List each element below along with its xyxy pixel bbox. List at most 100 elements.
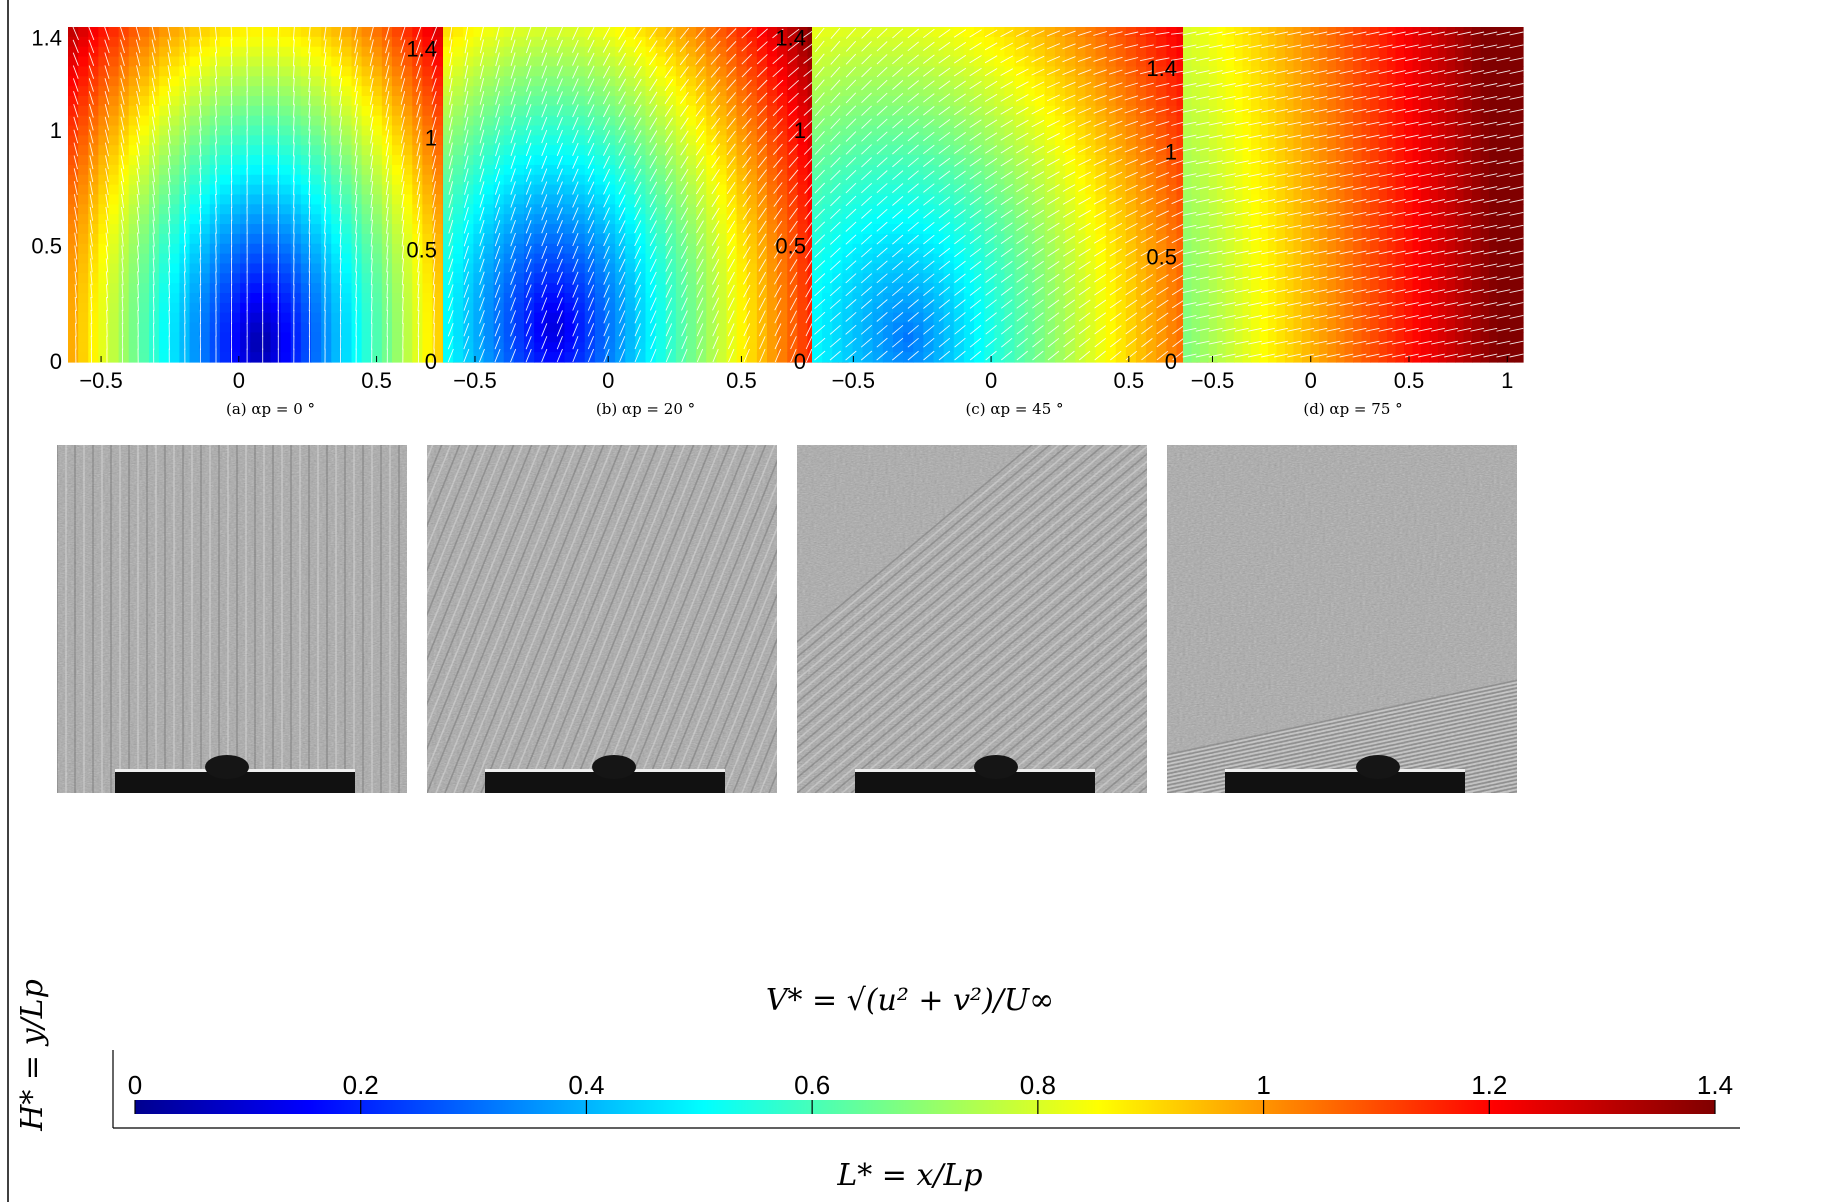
- heat-cell: [300, 243, 312, 255]
- heat-cell: [756, 174, 768, 186]
- heat-cell: [159, 76, 170, 87]
- vector-arrow: [104, 52, 110, 67]
- heat-cell: [812, 125, 823, 136]
- heat-cell: [422, 184, 434, 196]
- heat-cell: [513, 342, 525, 353]
- vector-arrow: [695, 143, 705, 156]
- heat-cell: [189, 115, 201, 127]
- heat-cell: [842, 66, 854, 77]
- heat-cell: [513, 86, 525, 97]
- heat-cell: [270, 105, 282, 117]
- heat-cell: [822, 204, 833, 215]
- heat-cell: [746, 36, 758, 48]
- heat-cell: [594, 105, 606, 117]
- heat-cell: [321, 263, 332, 274]
- vector-arrow: [711, 207, 720, 221]
- heat-cell: [341, 125, 353, 136]
- heat-cell: [1065, 155, 1076, 166]
- heat-cell: [1004, 273, 1016, 284]
- heat-cell: [250, 273, 261, 284]
- heat-cell: [574, 184, 586, 196]
- heat-cell: [726, 302, 738, 314]
- heat-cell: [645, 293, 657, 304]
- heat-cell: [351, 145, 363, 156]
- heat-cell: [574, 95, 586, 107]
- vector-arrow: [168, 219, 171, 234]
- vector-arrow: [152, 309, 155, 324]
- heat-cell: [1014, 273, 1026, 284]
- heat-cell: [250, 233, 261, 245]
- vector-arrow: [230, 26, 233, 41]
- heat-cell: [250, 164, 261, 176]
- heat-cell: [594, 76, 606, 87]
- heat-cell: [974, 135, 985, 146]
- heat-cell: [893, 115, 904, 127]
- heat-cell: [842, 194, 854, 205]
- vector-arrow: [152, 206, 155, 221]
- heat-cell: [832, 243, 843, 255]
- heat-cell: [605, 164, 616, 176]
- heat-cell: [893, 184, 904, 196]
- vector-arrow: [541, 297, 548, 311]
- heat-cell: [862, 115, 874, 127]
- heat-cell: [422, 135, 434, 146]
- heat-cell: [341, 56, 353, 68]
- heat-cell: [913, 283, 924, 294]
- heat-cell: [88, 293, 99, 304]
- heat-cell: [686, 125, 697, 136]
- heat-cell: [777, 194, 788, 205]
- heatmap-panel-2: −0.5 0 0.500.511.4(c) αp = 45 °: [775, 26, 1218, 418]
- heat-cell: [544, 125, 555, 136]
- heat-cell: [787, 233, 798, 245]
- heat-cell: [574, 125, 586, 136]
- vector-arrow: [152, 142, 156, 157]
- heat-cell: [564, 263, 576, 274]
- heat-cell: [219, 194, 231, 205]
- heat-cell: [493, 253, 505, 265]
- heat-cell: [746, 352, 758, 363]
- heat-cell: [544, 36, 555, 48]
- heat-cell: [736, 135, 748, 146]
- heat-cell: [88, 184, 99, 196]
- heat-cell: [311, 322, 322, 334]
- heat-cell: [1004, 204, 1016, 215]
- vector-arrow: [199, 116, 202, 131]
- heat-cell: [534, 56, 545, 68]
- heat-cell: [564, 243, 576, 255]
- vector-arrow: [385, 193, 389, 208]
- y-tick-label: 0: [50, 349, 62, 374]
- heat-cell: [625, 86, 636, 97]
- vector-arrow: [89, 142, 94, 157]
- heat-cell: [665, 174, 677, 186]
- heat-cell: [1024, 145, 1036, 156]
- heat-cell: [716, 233, 728, 245]
- vector-arrow: [105, 181, 109, 195]
- heat-cell: [812, 164, 823, 176]
- vector-arrow: [120, 181, 125, 196]
- heat-cell: [862, 273, 874, 284]
- heat-cell: [797, 243, 809, 255]
- heat-cell: [118, 95, 130, 107]
- heat-cell: [199, 46, 211, 58]
- vector-arrow: [773, 259, 782, 272]
- heat-cell: [974, 204, 985, 215]
- vector-arrow: [120, 78, 125, 92]
- heat-cell: [149, 66, 160, 77]
- heat-cell: [240, 76, 251, 87]
- heat-cell: [1034, 105, 1046, 117]
- vector-arrow: [354, 129, 358, 144]
- vector-arrow: [120, 65, 125, 79]
- heat-cell: [321, 184, 332, 196]
- heat-cell: [341, 194, 353, 205]
- vector-arrow: [168, 193, 171, 208]
- heat-cell: [88, 66, 99, 77]
- heat-cell: [78, 214, 89, 225]
- heat-cell: [635, 312, 647, 324]
- vector-arrow: [479, 52, 485, 67]
- heat-cell: [696, 86, 707, 97]
- vector-arrow: [618, 130, 626, 143]
- heat-cell: [933, 273, 945, 284]
- heat-cell: [1004, 135, 1016, 146]
- vector-arrow: [292, 65, 295, 80]
- heat-cell: [953, 184, 965, 196]
